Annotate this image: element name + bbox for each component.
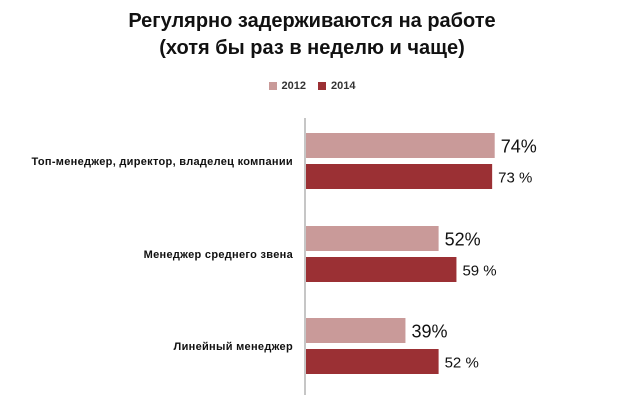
- bar-2014: [306, 349, 439, 374]
- data-label-2012: 39%: [411, 322, 447, 342]
- bar-2014: [306, 164, 493, 189]
- legend-swatch-2012: [268, 82, 277, 90]
- data-label-2014: 59 %: [462, 263, 496, 280]
- chart-title: Регулярно задерживаются на работе (хотя …: [0, 8, 624, 62]
- bar-2012: [306, 133, 495, 158]
- legend-item-2012: 2012: [268, 80, 306, 92]
- category-label: Линейный менеджер: [174, 341, 293, 353]
- chart-title-line2: (хотя бы раз в неделю и чаще): [159, 37, 465, 59]
- category-label: Менеджер среднего звена: [144, 249, 294, 261]
- chart-title-line1: Регулярно задерживаются на работе: [128, 10, 496, 32]
- data-label-2012: 52%: [445, 230, 481, 250]
- chart-legend: 2012 2014: [0, 80, 624, 92]
- category-label: Топ-менеджер, директор, владелец компани…: [32, 156, 293, 168]
- bar-2014: [306, 257, 457, 282]
- data-label-2014: 52 %: [445, 355, 479, 372]
- bar-2012: [306, 318, 406, 343]
- bar-2012: [306, 226, 439, 251]
- data-label-2014: 73 %: [498, 170, 532, 187]
- legend-label-2012: 2012: [281, 80, 306, 92]
- legend-swatch-2014: [318, 82, 326, 90]
- legend-item-2014: 2014: [318, 80, 355, 92]
- legend-label-2014: 2014: [331, 80, 356, 92]
- data-label-2012: 74%: [501, 137, 537, 157]
